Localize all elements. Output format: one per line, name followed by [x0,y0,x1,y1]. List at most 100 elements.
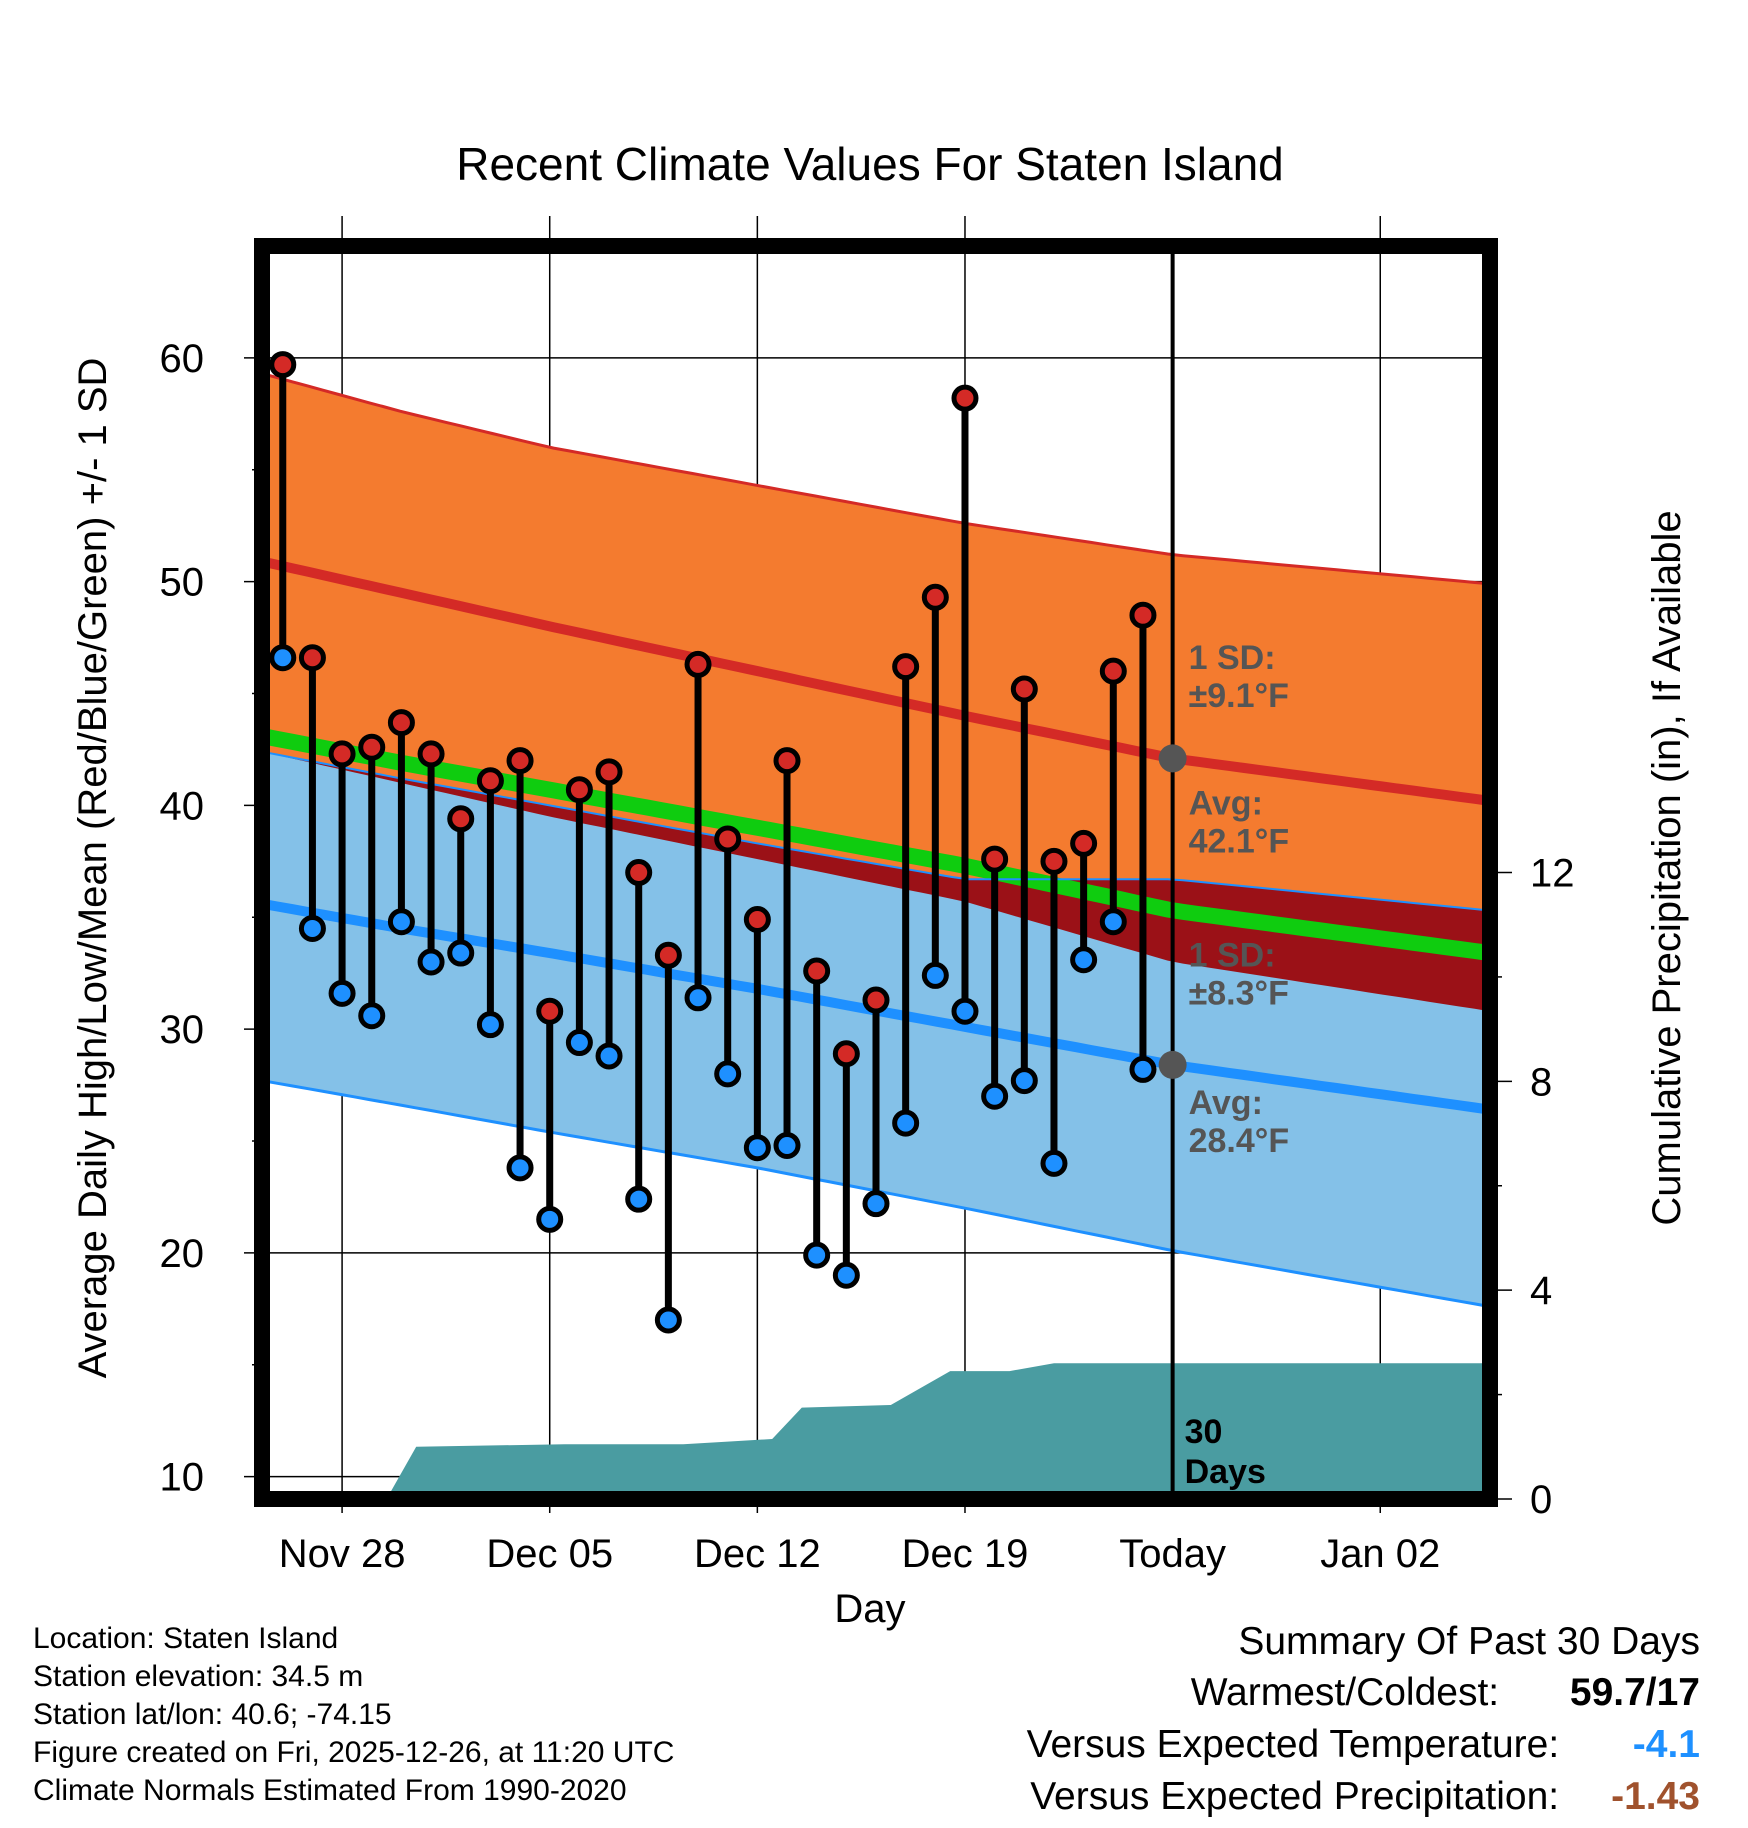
summary-warmest-value: 59.7/17 [1569,1671,1700,1714]
y-tick-label-1: 20 [160,1232,205,1276]
low-sd-annotation-line-0: 1 SD: [1189,936,1276,974]
high-point-17 [773,747,801,775]
high-avg-annotation: Avg: 42.1°F [1189,784,1290,860]
high-point-26 [1040,847,1068,875]
low-point-0 [269,644,297,672]
high-point-8 [506,747,534,775]
low-point-29 [1129,1055,1157,1083]
plot-area [270,374,1482,1491]
y-tick-label-2: 30 [160,1008,205,1052]
axes: 10 20 30 40 50 60 0 4 8 12 Nov 28 Dec 05 Dec 12 Dec 1… [71,238,1689,1631]
low-sd-annotation-line-1: ±8.3°F [1189,974,1289,1012]
high-point-5 [417,740,445,768]
high-point-27 [1070,829,1098,857]
footer-created: Figure created on Fri, 2025-12-26, at 11… [33,1736,675,1769]
high-point-23 [951,384,979,412]
low-upper-line [270,752,1482,911]
high-point-24 [981,845,1009,873]
high-point-18 [803,957,831,985]
low-point-5 [417,948,445,976]
x-tick-label-0: Nov 28 [279,1532,406,1576]
x-tick-label-3: Dec 19 [902,1532,1029,1576]
low-point-3 [358,1002,386,1030]
y-right-tick-label-3: 12 [1530,852,1575,896]
high-sd-annotation-line-1: ±9.1°F [1189,677,1289,715]
footer-location: Location: Staten Island [33,1622,339,1655]
mean-avg-line [270,729,1482,961]
high-point-29 [1129,601,1157,629]
y-right-axis-title: Cumulative Precipitation (in), If Availa… [1645,510,1689,1225]
high-point-19 [832,1040,860,1068]
high-point-21 [892,653,920,681]
low-point-1 [298,914,326,942]
y-tick-label-5: 60 [160,337,205,381]
high-point-6 [447,805,475,833]
y-right-tick-label-2: 8 [1530,1060,1552,1104]
high-point-20 [862,986,890,1014]
low-point-10 [565,1029,593,1057]
x-axis-title: Day [834,1587,905,1631]
summary-precip-label: Versus Expected Precipitation: [1030,1775,1560,1818]
low-sd-annotation: 1 SD: ±8.3°F [1189,936,1289,1012]
high-point-9 [536,997,564,1025]
low-point-18 [803,1241,831,1269]
high-point-28 [1099,657,1127,685]
low-point-26 [1040,1149,1068,1177]
high-point-11 [595,758,623,786]
summary-precip-value: -1.43 [1611,1775,1700,1818]
high-point-13 [654,941,682,969]
today-low-avg-marker [1158,1050,1187,1079]
low-point-9 [536,1205,564,1233]
low-point-12 [625,1185,653,1213]
today-high-avg-marker [1158,744,1187,773]
x-tick-label-4: Today [1119,1532,1226,1576]
high-point-2 [328,740,356,768]
low-point-23 [951,997,979,1025]
low-point-4 [387,908,415,936]
high-sd-annotation-line-0: 1 SD: [1189,639,1276,677]
y-right-tick-label-1: 4 [1530,1269,1552,1313]
footer-info: Location: Staten Island Station elevatio… [33,1620,674,1810]
summary-warmest-label: Warmest/Coldest: [1190,1671,1500,1714]
high-point-0 [269,351,297,379]
high-point-22 [921,583,949,611]
footer-elevation: Station elevation: 34.5 m [33,1660,364,1693]
low-avg-annotation-line-0: Avg: [1189,1084,1263,1122]
days-annotation-line-0: 30 [1185,1413,1223,1451]
low-point-27 [1070,946,1098,974]
low-point-7 [476,1011,504,1039]
low-point-24 [981,1082,1009,1110]
y-axis-title: Average Daily High/Low/Mean (Red/Blue/Gr… [71,358,115,1379]
low-point-2 [328,979,356,1007]
low-avg-annotation-line-1: 28.4°F [1189,1122,1290,1160]
high-sd-annotation: 1 SD: ±9.1°F [1189,639,1289,715]
days-annotation: 30 Days [1185,1413,1266,1491]
low-point-22 [921,961,949,989]
high-point-7 [476,767,504,795]
summary-title: Summary Of Past 30 Days [1238,1620,1700,1663]
low-point-25 [1010,1067,1038,1095]
low-point-13 [654,1306,682,1334]
footer-latlon: Station lat/lon: 40.6; -74.15 [33,1698,392,1731]
x-tick-label-1: Dec 05 [486,1532,613,1576]
high-point-16 [743,905,771,933]
x-tick-label-2: Dec 12 [694,1532,821,1576]
low-point-16 [743,1134,771,1162]
high-point-12 [625,859,653,886]
y-tick-label-0: 10 [160,1456,205,1500]
y-right-tick-label-0: 0 [1530,1478,1552,1522]
summary-panel: Summary Of Past 30 Days Warmest/Coldest:… [1027,1617,1700,1823]
summary-temp-label: Versus Expected Temperature: [1026,1723,1560,1766]
low-avg-annotation: Avg: 28.4°F [1189,1084,1290,1160]
low-point-6 [447,939,475,967]
high-point-15 [714,825,742,853]
high-avg-line [270,558,1482,805]
high-avg-annotation-line-0: Avg: [1189,784,1263,822]
high-upper-line [270,374,1482,585]
days-annotation-line-1: Days [1185,1453,1266,1491]
high-point-3 [358,733,386,761]
high-point-25 [1010,675,1038,703]
high-point-10 [565,776,593,804]
low-point-20 [862,1190,890,1218]
